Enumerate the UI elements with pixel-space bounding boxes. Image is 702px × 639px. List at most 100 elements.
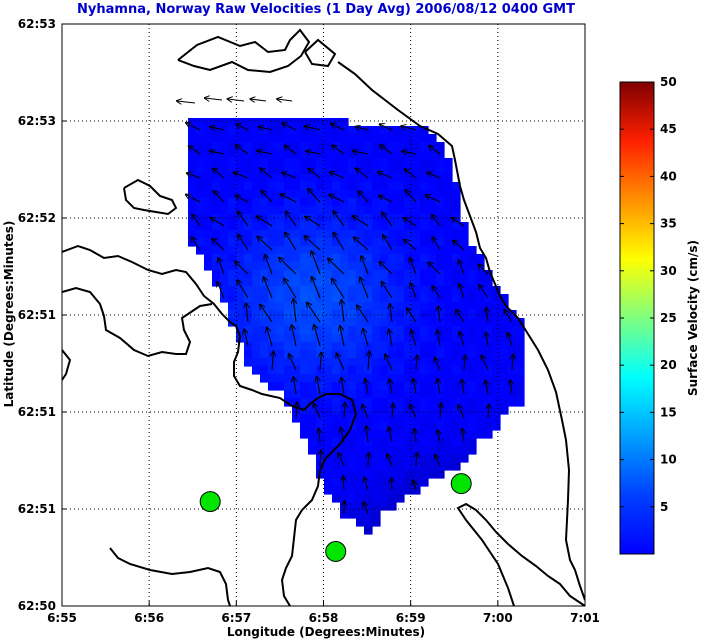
speed-cell — [332, 454, 341, 463]
speed-cell — [484, 414, 493, 423]
speed-cell — [452, 382, 461, 391]
speed-cell — [332, 334, 341, 343]
speed-cell — [420, 246, 429, 255]
colorbar-tick-label: 35 — [660, 217, 677, 231]
speed-cell — [492, 366, 501, 375]
speed-cell — [388, 222, 397, 231]
speed-cell — [348, 366, 357, 375]
speed-cell — [292, 254, 301, 263]
speed-cell — [292, 342, 301, 351]
speed-cell — [212, 150, 221, 159]
speed-cell — [220, 278, 229, 287]
speed-cell — [356, 142, 365, 151]
speed-cell — [396, 238, 405, 247]
velocity-vector — [356, 168, 369, 179]
speed-cell — [300, 118, 309, 127]
speed-cell — [500, 390, 509, 399]
speed-cell — [308, 230, 317, 239]
coastline-islet — [304, 38, 337, 68]
speed-cell — [348, 262, 357, 271]
speed-cell — [380, 486, 389, 495]
velocity-vector — [437, 430, 440, 443]
speed-cell — [332, 214, 341, 223]
speed-cell — [204, 190, 213, 199]
speed-cell — [404, 302, 413, 311]
speed-cell — [316, 382, 325, 391]
speed-cell — [332, 118, 341, 127]
speed-cell — [260, 214, 269, 223]
speed-cell — [316, 414, 325, 423]
speed-cell — [260, 334, 269, 343]
speed-cell — [444, 414, 453, 423]
speed-cell — [260, 310, 269, 319]
speed-cell — [444, 366, 453, 375]
speed-cell — [212, 198, 221, 207]
x-axis-label: Longitude (Degrees:Minutes) — [227, 625, 425, 639]
velocity-vector — [389, 330, 392, 347]
speed-cell — [252, 350, 261, 359]
speed-cell — [212, 166, 221, 175]
speed-cell — [196, 238, 205, 247]
speed-cell — [388, 366, 397, 375]
speed-cell — [388, 398, 397, 407]
speed-cell — [324, 350, 333, 359]
speed-cell — [252, 326, 261, 335]
colorbar-tick-label: 50 — [660, 75, 677, 89]
speed-cell — [404, 334, 413, 343]
speed-cell — [484, 334, 493, 343]
speed-cell — [500, 342, 509, 351]
velocity-vector — [289, 354, 297, 371]
speed-cell — [364, 182, 373, 191]
speed-cell — [308, 142, 317, 151]
velocity-vector — [353, 151, 369, 154]
speed-cell — [292, 142, 301, 151]
speed-cell — [284, 350, 293, 359]
speed-cell — [284, 382, 293, 391]
speed-cell — [292, 398, 301, 407]
speed-cell — [388, 430, 397, 439]
speed-cell — [276, 382, 285, 391]
speed-cell — [428, 422, 437, 431]
speed-cell — [396, 206, 405, 215]
speed-cell — [412, 246, 421, 255]
velocity-vector — [435, 455, 441, 467]
speed-cell — [460, 350, 469, 359]
speed-cell — [236, 158, 245, 167]
speed-cell — [372, 326, 381, 335]
speed-cell — [188, 174, 197, 183]
speed-cell — [436, 166, 445, 175]
speed-cell — [428, 254, 437, 263]
speed-cell — [316, 150, 325, 159]
speed-cell — [396, 374, 405, 383]
speed-cell — [252, 118, 261, 127]
speed-cell — [324, 118, 333, 127]
speed-cell — [468, 326, 477, 335]
speed-cell — [292, 206, 301, 215]
speed-cell — [412, 326, 421, 335]
speed-cell — [372, 510, 381, 519]
speed-cell — [364, 502, 373, 511]
speed-cell — [428, 454, 437, 463]
speed-cell — [484, 422, 493, 431]
velocity-vector — [358, 191, 369, 203]
speed-cell — [332, 326, 341, 335]
speed-cell — [220, 254, 229, 263]
speed-cell — [260, 150, 269, 159]
speed-cell — [356, 294, 365, 303]
speed-cell — [196, 118, 205, 127]
speed-cell — [332, 342, 341, 351]
speed-cell — [372, 310, 381, 319]
speed-cell — [300, 390, 309, 399]
speed-cell — [324, 286, 333, 295]
speed-cell — [300, 342, 309, 351]
speed-cell — [396, 454, 405, 463]
speed-cell — [308, 254, 317, 263]
speed-cell — [396, 222, 405, 231]
speed-cell — [292, 382, 301, 391]
speed-cell — [500, 366, 509, 375]
speed-cell — [324, 294, 333, 303]
speed-cell — [484, 430, 493, 439]
speed-cell — [452, 262, 461, 271]
speed-cell — [444, 214, 453, 223]
velocity-vector — [235, 262, 249, 275]
